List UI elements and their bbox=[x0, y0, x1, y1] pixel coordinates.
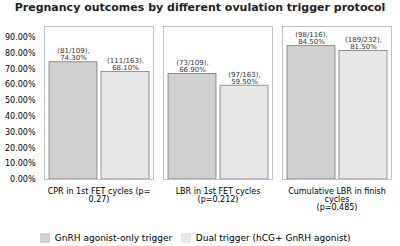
svg-text:0.00%: 0.00% bbox=[10, 175, 36, 184]
svg-text:40.00%: 40.00% bbox=[5, 112, 36, 121]
svg-text:70.00%: 70.00% bbox=[5, 65, 36, 74]
svg-text:(189/232),81.50%: (189/232),81.50% bbox=[345, 36, 382, 51]
svg-text:80.00%: 80.00% bbox=[5, 49, 36, 58]
html-text:GnRH agonist-only trigger: GnRH agonist-only trigger bbox=[54, 232, 173, 243]
svg-text:Cumulative LBR in finishcycles: Cumulative LBR in finishcycles(p=0.485) bbox=[288, 187, 386, 212]
svg-text:10.00%: 10.00% bbox=[5, 159, 36, 168]
svg-text:LBR in 1st FET cycles(p=0.212): LBR in 1st FET cycles(p=0.212) bbox=[176, 187, 261, 204]
html-text:Dual trigger (hCG+ GnRH agonis: Dual trigger (hCG+ GnRH agonist) bbox=[195, 232, 351, 243]
svg-text:90.00%: 90.00% bbox=[5, 33, 36, 42]
svg-text:(97/163),59.50%: (97/163),59.50% bbox=[228, 71, 260, 86]
svg-text:(98/116),84.50%: (98/116),84.50% bbox=[295, 31, 327, 46]
svg-text:60.00%: 60.00% bbox=[5, 80, 36, 89]
svg-text:(111/163),68.10%: (111/163),68.10% bbox=[107, 57, 144, 72]
svg-text:20.00%: 20.00% bbox=[5, 144, 36, 153]
svg-text:(73/109),66.90%: (73/109),66.90% bbox=[176, 59, 208, 74]
svg-text:50.00%: 50.00% bbox=[5, 96, 36, 105]
svg-text:30.00%: 30.00% bbox=[5, 128, 36, 137]
svg-text:CPR in 1st FET cycles (p=0.27): CPR in 1st FET cycles (p=0.27) bbox=[48, 187, 151, 204]
html-text:Pregnancy outcomes by differen: Pregnancy outcomes by different ovulatio… bbox=[14, 1, 386, 14]
svg-text:(81/109),74.30%: (81/109),74.30% bbox=[57, 47, 89, 62]
